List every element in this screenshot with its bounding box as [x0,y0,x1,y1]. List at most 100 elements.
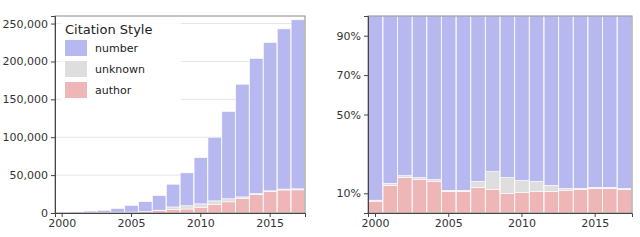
tick-label: 50% [337,109,361,122]
legend-item: author [65,82,132,98]
bar [152,196,165,211]
bar [412,180,426,213]
tick-label: 0 [41,207,48,220]
bar [471,16,485,181]
legend-swatch [65,82,87,98]
bar [194,204,207,207]
bar [427,16,441,180]
bar [368,201,382,213]
chart-svg: 050,000100,000150,000200,000250,00020002… [0,0,640,237]
legend-title: Citation Style [65,22,152,37]
bar [250,194,263,213]
tick: 90% [337,30,368,43]
bars [55,20,304,213]
legend-swatch [65,40,87,56]
bar [500,178,514,194]
y-axis: 10% 50% 70% 90% [337,17,369,214]
bar [291,20,304,189]
tick-label: 200,000 [3,55,49,68]
legend-item: unknown [65,61,145,77]
bar [166,184,179,207]
bar [222,202,235,213]
chart-container: 050,000100,000150,000200,000250,00020002… [0,0,640,237]
legend-label: author [95,84,132,97]
tick: 10% [337,187,368,200]
tick-mark [51,175,55,176]
y-axis: 050,000100,000150,000200,000250,000 [3,17,56,221]
bar [83,211,96,213]
bar [559,190,573,213]
tick: 150,000 [3,93,56,106]
bar [236,84,249,197]
tick: 50,000 [10,169,56,182]
bar [559,16,573,188]
tick-mark [51,213,55,214]
bar [208,201,221,205]
bar [398,178,412,213]
tick-label: 250,000 [3,18,49,31]
bar [486,16,500,172]
tick-label: 2000 [48,217,76,230]
tick: 2000 [362,213,390,230]
bar [208,205,221,213]
tick-mark [51,24,55,25]
bar [236,198,249,213]
bar [277,190,290,213]
legend-box [61,20,181,106]
tick-mark [364,75,368,76]
tick-mark [364,36,368,37]
bar [486,172,500,190]
bar [166,210,179,213]
tick: 2000 [48,213,76,230]
legend-swatch [65,61,87,77]
bar [530,191,544,213]
bar [573,189,587,213]
tick-label: 10% [337,187,361,200]
bar [573,16,587,188]
bar [530,16,544,181]
tick-label: 2000 [362,217,390,230]
bar [500,193,514,213]
tick-label: 2010 [187,217,215,230]
tick-label: 70% [337,69,361,82]
bar [208,137,221,201]
bar [427,181,441,213]
tick-mark [51,137,55,138]
tick: 70% [337,69,368,82]
tick-mark [51,99,55,100]
legend-label: number [95,42,138,55]
bar [544,191,558,213]
tick-label: 2010 [508,217,536,230]
bar [125,205,138,212]
legend: Citation Style number unknown author [61,20,181,106]
x-axis: 2000200520102015 [48,213,305,230]
bar [222,111,235,198]
legend-item: number [65,40,138,56]
tick: 2005 [435,213,463,230]
bar [544,185,558,191]
bar [139,202,152,212]
bar [530,181,544,191]
bar [383,16,397,183]
plot-frame [368,16,632,213]
x-axis: 2000200520102015 [362,213,633,230]
bar [222,199,235,202]
bar [250,58,263,193]
bar [111,208,124,212]
tick: 2005 [117,213,145,230]
bar [515,180,529,192]
bars [368,16,631,213]
bar [456,16,470,190]
tick-label: 2005 [117,217,145,230]
tick: 2010 [187,213,215,230]
bar [263,43,276,191]
legend-label: unknown [95,63,145,76]
bar [263,192,276,213]
tick: 50% [337,109,368,122]
bar [442,191,456,213]
bar [180,173,193,206]
plot: 050,000100,000150,000200,000250,00020002… [3,16,306,230]
bar [368,16,382,200]
bar [277,29,290,189]
bar [180,206,193,209]
